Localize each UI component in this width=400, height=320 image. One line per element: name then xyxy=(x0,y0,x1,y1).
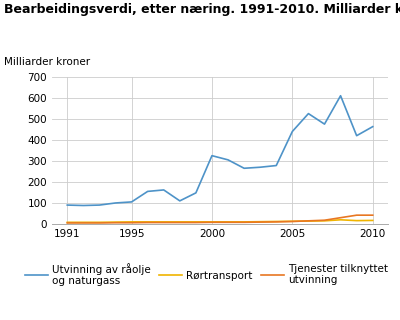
Utvinning av råolje
og naturgass xyxy=(210,154,214,157)
Utvinning av råolje
og naturgass xyxy=(354,134,359,138)
Tjenester tilknyttet
utvinning xyxy=(113,221,118,225)
Text: Bearbeidingsverdi, etter næring. 1991-2010. Milliarder kroner: Bearbeidingsverdi, etter næring. 1991-20… xyxy=(4,3,400,16)
Rørtransport xyxy=(370,219,375,222)
Tjenester tilknyttet
utvinning xyxy=(290,220,295,223)
Rørtransport xyxy=(290,219,295,223)
Tjenester tilknyttet
utvinning xyxy=(226,220,230,224)
Text: Milliarder kroner: Milliarder kroner xyxy=(4,57,90,67)
Utvinning av råolje
og naturgass xyxy=(258,165,262,169)
Tjenester tilknyttet
utvinning xyxy=(370,213,375,217)
Utvinning av råolje
og naturgass xyxy=(290,130,295,133)
Tjenester tilknyttet
utvinning xyxy=(322,218,327,222)
Utvinning av råolje
og naturgass xyxy=(178,199,182,203)
Utvinning av råolje
og naturgass xyxy=(338,94,343,98)
Tjenester tilknyttet
utvinning xyxy=(81,221,86,225)
Rørtransport xyxy=(242,220,246,224)
Utvinning av råolje
og naturgass xyxy=(194,191,198,195)
Utvinning av råolje
og naturgass xyxy=(145,189,150,193)
Tjenester tilknyttet
utvinning xyxy=(161,220,166,224)
Tjenester tilknyttet
utvinning xyxy=(210,220,214,224)
Utvinning av råolje
og naturgass xyxy=(81,204,86,207)
Tjenester tilknyttet
utvinning xyxy=(338,216,343,220)
Tjenester tilknyttet
utvinning xyxy=(194,220,198,224)
Rørtransport xyxy=(178,220,182,224)
Rørtransport xyxy=(113,220,118,224)
Rørtransport xyxy=(274,220,279,223)
Rørtransport xyxy=(226,220,230,224)
Rørtransport xyxy=(258,220,262,224)
Utvinning av råolje
og naturgass xyxy=(306,112,311,116)
Utvinning av råolje
og naturgass xyxy=(322,122,327,126)
Tjenester tilknyttet
utvinning xyxy=(274,220,279,224)
Rørtransport xyxy=(129,220,134,224)
Utvinning av råolje
og naturgass xyxy=(274,164,279,167)
Rørtransport xyxy=(354,219,359,222)
Legend: Utvinning av råolje
og naturgass, Rørtransport, Tjenester tilknyttet
utvinning: Utvinning av råolje og naturgass, Rørtra… xyxy=(21,259,392,291)
Rørtransport xyxy=(81,220,86,224)
Line: Utvinning av råolje
og naturgass: Utvinning av råolje og naturgass xyxy=(67,96,373,205)
Tjenester tilknyttet
utvinning xyxy=(97,221,102,225)
Rørtransport xyxy=(194,220,198,224)
Tjenester tilknyttet
utvinning xyxy=(242,220,246,224)
Rørtransport xyxy=(65,220,70,224)
Tjenester tilknyttet
utvinning xyxy=(178,220,182,224)
Utvinning av råolje
og naturgass xyxy=(129,200,134,204)
Rørtransport xyxy=(97,220,102,224)
Tjenester tilknyttet
utvinning xyxy=(145,220,150,224)
Utvinning av råolje
og naturgass xyxy=(65,203,70,207)
Rørtransport xyxy=(145,220,150,224)
Rørtransport xyxy=(210,220,214,224)
Tjenester tilknyttet
utvinning xyxy=(65,221,70,225)
Tjenester tilknyttet
utvinning xyxy=(129,221,134,225)
Rørtransport xyxy=(306,219,311,223)
Rørtransport xyxy=(338,218,343,222)
Utvinning av råolje
og naturgass xyxy=(370,125,375,129)
Utvinning av råolje
og naturgass xyxy=(97,203,102,207)
Rørtransport xyxy=(161,220,166,224)
Rørtransport xyxy=(322,219,327,223)
Tjenester tilknyttet
utvinning xyxy=(354,213,359,217)
Line: Rørtransport: Rørtransport xyxy=(67,220,373,222)
Tjenester tilknyttet
utvinning xyxy=(306,219,311,223)
Utvinning av råolje
og naturgass xyxy=(161,188,166,192)
Line: Tjenester tilknyttet
utvinning: Tjenester tilknyttet utvinning xyxy=(67,215,373,223)
Tjenester tilknyttet
utvinning xyxy=(258,220,262,224)
Utvinning av råolje
og naturgass xyxy=(226,158,230,162)
Utvinning av råolje
og naturgass xyxy=(113,201,118,205)
Utvinning av råolje
og naturgass xyxy=(242,166,246,170)
